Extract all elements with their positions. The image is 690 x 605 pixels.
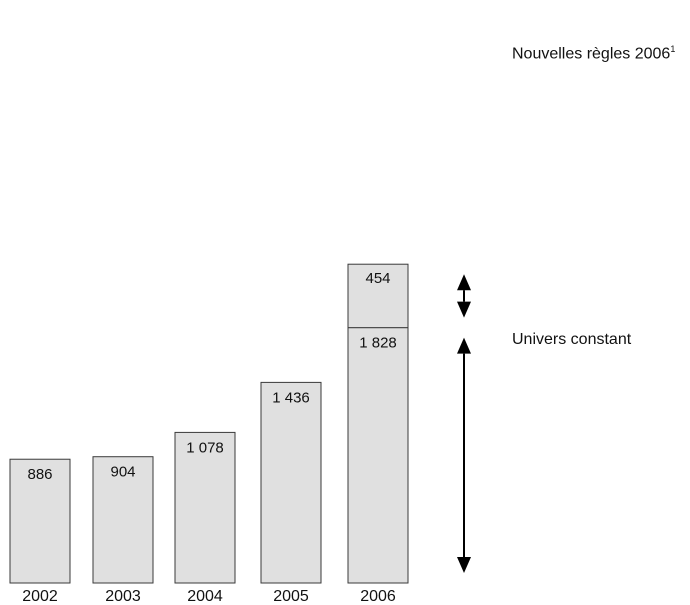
bar-2006-nouvelles-regles [347,263,409,329]
data-label-2005: 1 436 [272,389,310,406]
bar-2006-univers-constant [347,327,409,584]
data-label-2003: 904 [110,464,135,481]
data-label-2004: 1 078 [186,439,224,456]
bar-2005-univers-constant [260,381,322,584]
annotation-univers-constant: Univers constant [512,331,631,349]
bar-2004-univers-constant [174,431,236,584]
annotation-new-rules: Nouvelles règles 20061 [512,44,675,63]
annotation-constant-text: Univers constant [512,331,632,348]
arrow-univers-constant [457,337,471,573]
x-tick-2004: 2004 [187,588,223,605]
bars-group [9,263,409,584]
x-tick-2005: 2005 [273,588,309,605]
x-tick-labels-group: 2002 2003 2004 2005 2006 [22,588,396,605]
x-tick-2003: 2003 [105,588,141,605]
data-label-2006: 1 828 [359,335,397,352]
x-tick-2002: 2002 [22,588,58,605]
arrow-nouvelles-regles [457,274,471,318]
annotation-new-rules-footnote: 1 [670,44,676,54]
x-tick-2006: 2006 [360,588,396,605]
bar-2003-univers-constant [92,456,154,584]
annotation-new-rules-text: Nouvelles règles 2006 [512,45,671,63]
bar-2002-univers-constant [9,458,71,584]
data-label-2006-top: 454 [365,270,390,287]
arrows-group [457,274,471,573]
data-labels-group: 886 904 1 078 1 436 1 828 454 [27,270,396,483]
data-label-2002: 886 [27,466,52,483]
